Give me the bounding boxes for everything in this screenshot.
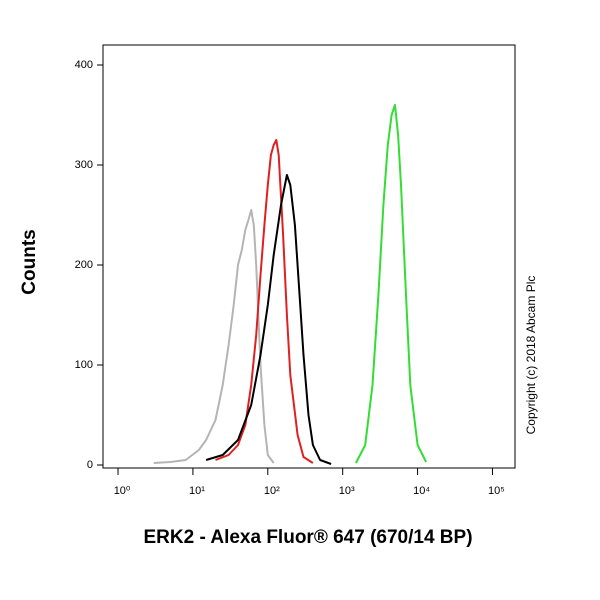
y-axis-title: Counts xyxy=(19,229,40,294)
plot-frame xyxy=(102,44,516,469)
y-tick-label: 0 xyxy=(87,459,93,471)
x-tick-label: 10⁰ xyxy=(114,485,131,497)
histogram-line xyxy=(215,139,314,464)
x-tick-label: 10² xyxy=(264,485,280,497)
x-tick-label: 10³ xyxy=(339,485,355,497)
copyright: Copyright (c) 2018 Abcam Plc xyxy=(524,276,538,435)
y-tick-label: 400 xyxy=(75,59,93,71)
y-tick-label: 200 xyxy=(75,259,93,271)
histogram-line xyxy=(355,104,427,464)
y-tick-label: 100 xyxy=(75,359,93,371)
y-tick-label: 300 xyxy=(75,159,93,171)
x-tick-label: 10⁵ xyxy=(488,485,505,497)
x-tick-label: 10⁴ xyxy=(413,485,430,497)
x-axis-title: ERK2 - Alexa Fluor® 647 (670/14 BP) xyxy=(143,527,472,548)
x-tick-label: 10¹ xyxy=(189,485,205,497)
histogram-line xyxy=(153,209,275,464)
histogram-line xyxy=(205,174,332,465)
